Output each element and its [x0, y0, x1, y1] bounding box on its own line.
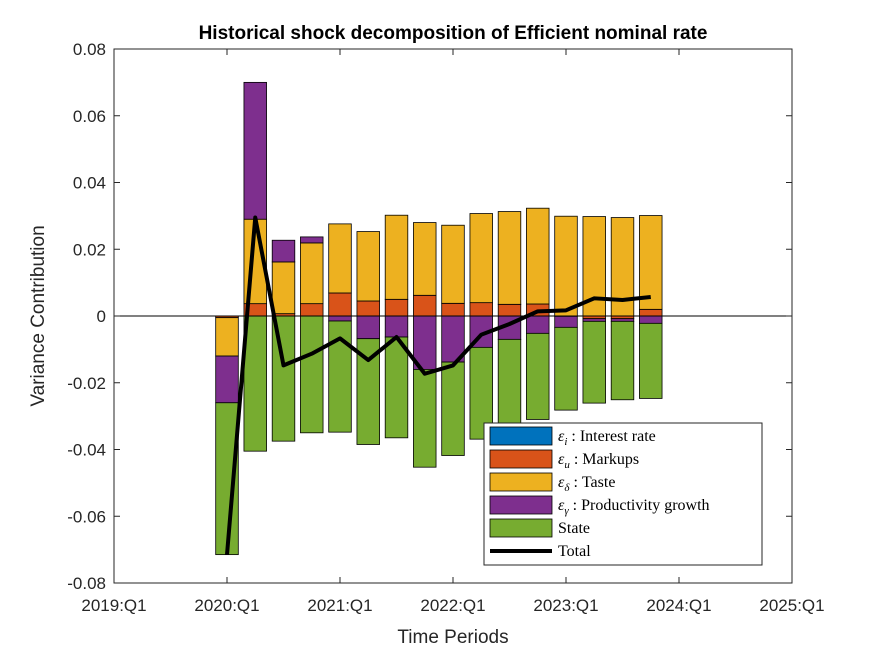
legend-swatch-2 — [489, 472, 553, 492]
bar-segment-3-0 — [215, 355, 239, 404]
total-line — [225, 215, 651, 555]
y-tick-label: 0.08 — [73, 40, 106, 59]
bar-segment-3-15 — [639, 315, 663, 324]
bar-segment-1-8 — [441, 302, 465, 317]
bar-segment-1-10 — [497, 303, 522, 317]
bar-segment-4-14 — [610, 320, 635, 401]
bar-segment-4-1 — [243, 315, 267, 452]
bar-segment-3-14 — [610, 318, 635, 322]
bar-segment-2-11 — [526, 207, 550, 305]
bar-segment-4-9 — [469, 346, 493, 440]
bar-segment-4-3 — [300, 315, 324, 434]
bar-segment-2-9 — [469, 213, 493, 304]
bar-segment-2-2 — [271, 261, 296, 315]
x-tick-label: 2023:Q1 — [533, 596, 598, 615]
x-tick-label: 2019:Q1 — [81, 596, 146, 615]
bar-segment-4-7 — [413, 368, 437, 468]
legend-swatch-1 — [489, 449, 553, 469]
legend: εi : Interest rate εu : Markups εδ : Taste… — [483, 422, 763, 566]
x-tick-label: 2022:Q1 — [420, 596, 485, 615]
bar-segment-4-5 — [356, 338, 380, 445]
bar-segment-1-6 — [384, 298, 409, 317]
y-tick-label: -0.04 — [67, 441, 106, 460]
legend-box — [483, 422, 763, 566]
y-tick-label: 0 — [97, 307, 106, 326]
x-tick-label: 2025:Q1 — [759, 596, 824, 615]
bar-segment-1-3 — [300, 303, 324, 317]
legend-label-1: εu : Markups — [558, 451, 639, 471]
y-axis: -0.08 -0.06 -0.04 -0.02 0 0.02 0.04 0.06 0.08 — [67, 40, 792, 593]
bar-segment-4-8 — [441, 361, 465, 456]
x-axis-label: Time Periods — [397, 627, 508, 648]
bar-segment-1-15 — [639, 308, 663, 317]
bar-segment-4-4 — [328, 320, 352, 433]
y-tick-label: -0.08 — [67, 574, 106, 593]
bar-segment-4-15 — [639, 322, 663, 399]
y-tick-label: 0.02 — [73, 240, 106, 259]
legend-label-0: εi : Interest rate — [558, 428, 656, 448]
y-tick-label: 0.04 — [73, 174, 106, 193]
bar-segment-2-12 — [554, 215, 578, 317]
bar-segment-2-6 — [384, 214, 409, 300]
bar-segment-2-8 — [441, 224, 465, 304]
bar-segment-2-15 — [639, 215, 663, 310]
bar-segment-1-5 — [356, 300, 380, 317]
bar-segment-4-12 — [554, 326, 578, 411]
y-axis-label: Variance Contribution — [28, 225, 49, 406]
bar-segment-2-10 — [497, 211, 522, 305]
legend-label-4: State — [558, 520, 590, 537]
y-tick-label: 0.06 — [73, 107, 106, 126]
bar-segment-4-13 — [582, 320, 606, 404]
bar-segment-3-11 — [526, 315, 550, 334]
bar-segment-2-7 — [413, 222, 437, 296]
bar-segment-2-5 — [356, 231, 380, 302]
y-tick-label: -0.06 — [67, 507, 106, 526]
bar-segment-4-6 — [384, 336, 409, 439]
legend-label-2: εδ : Taste — [558, 474, 615, 494]
bar-segment-2-0 — [215, 317, 239, 357]
legend-label-3: εγ : Productivity growth — [558, 497, 710, 517]
chart-title: Historical shock decomposition of Effici… — [199, 23, 708, 44]
x-tick-label: 2020:Q1 — [194, 596, 259, 615]
bar-segment-3-13 — [582, 318, 606, 322]
bar-segment-4-10 — [497, 338, 522, 427]
legend-label-total: Total — [558, 543, 591, 560]
legend-swatch-4 — [489, 518, 553, 538]
bar-segment-2-4 — [328, 223, 352, 294]
bar-segment-2-3 — [300, 242, 324, 305]
legend-swatch-0 — [489, 426, 553, 446]
bar-segment-1-7 — [413, 294, 437, 317]
bar-segment-3-2 — [271, 239, 296, 263]
bar-segment-3-4 — [328, 315, 352, 322]
bar-segment-3-12 — [554, 315, 578, 328]
legend-swatch-3 — [489, 495, 553, 515]
bar-segment-4-2 — [271, 315, 296, 442]
bar-segment-3-6 — [384, 315, 409, 338]
x-axis: 2019:Q1 2020:Q1 2021:Q1 2022:Q1 2023:Q1 2024:… — [81, 49, 825, 615]
x-tick-label: 2024:Q1 — [646, 596, 711, 615]
bar-segment-4-11 — [526, 332, 550, 420]
x-tick-label: 2021:Q1 — [307, 596, 372, 615]
y-tick-label: -0.02 — [67, 374, 106, 393]
bar-segment-1-4 — [328, 292, 352, 317]
bar-segment-3-3 — [300, 236, 324, 244]
bar-segment-3-5 — [356, 315, 380, 340]
bar-segment-3-1 — [243, 81, 267, 220]
bar-segment-1-9 — [469, 302, 493, 317]
